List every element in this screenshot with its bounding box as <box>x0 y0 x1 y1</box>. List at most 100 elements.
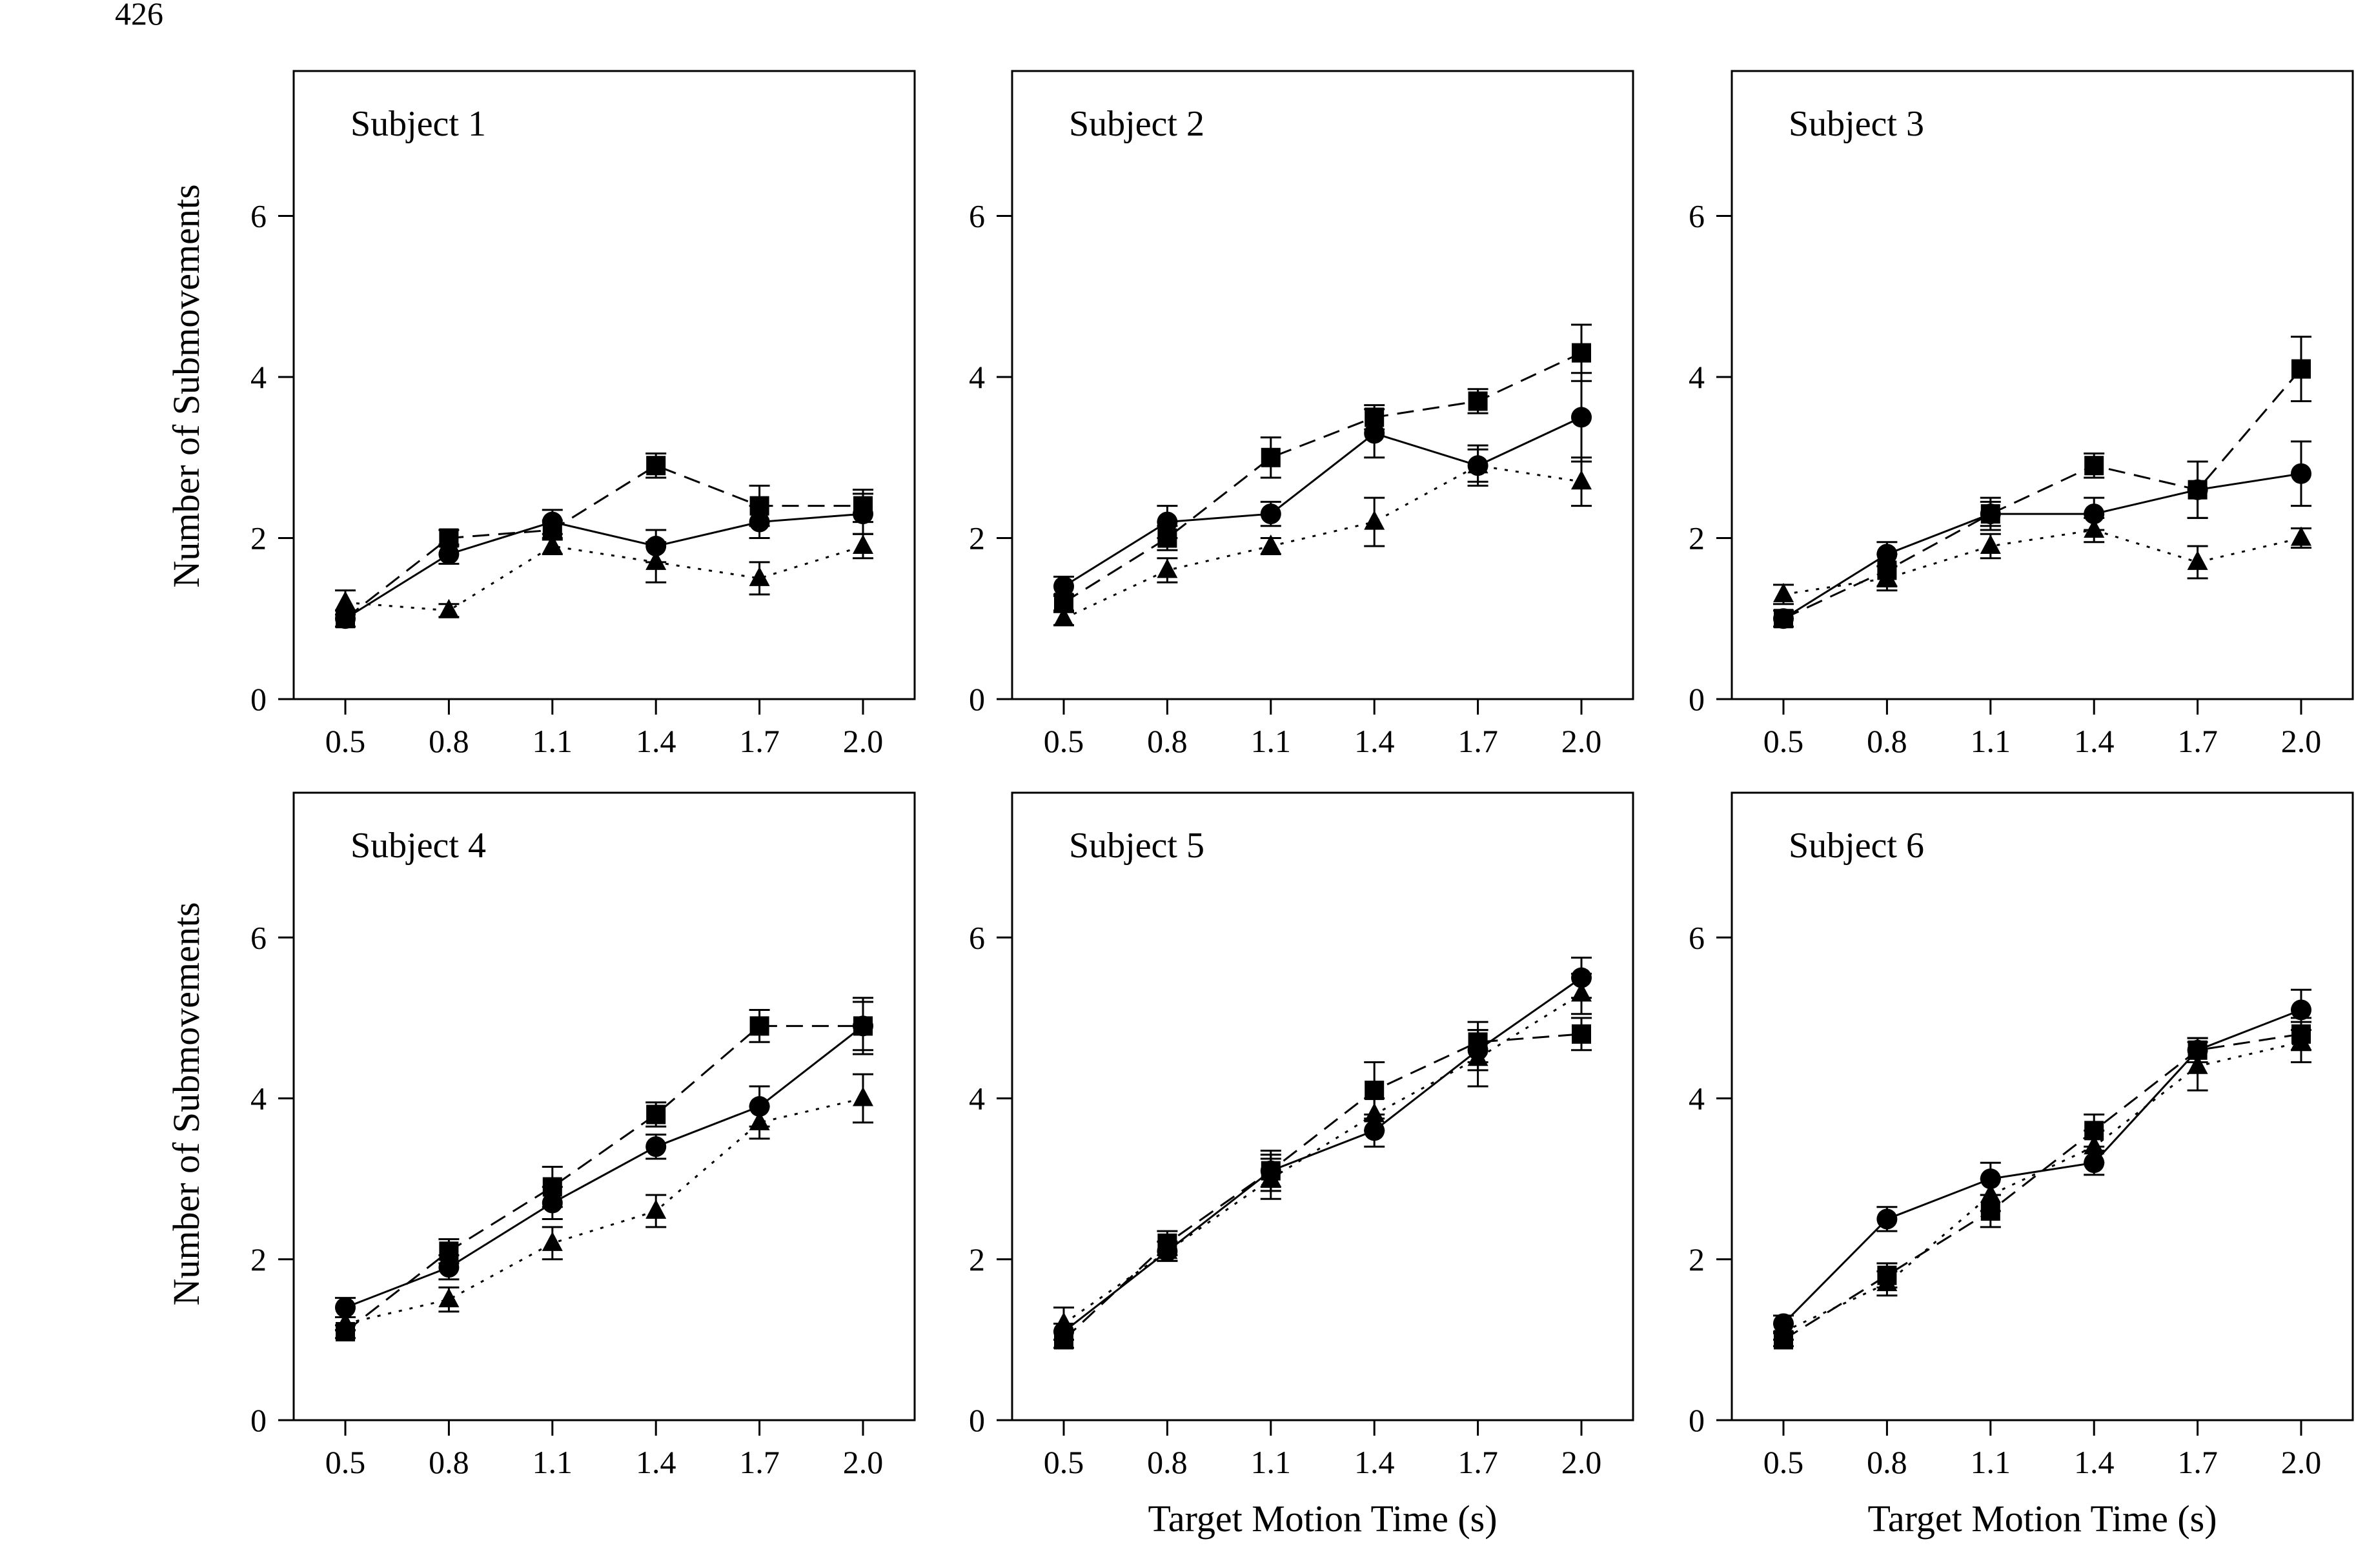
x-tick-label: 0.8 <box>429 723 469 759</box>
series-circle <box>1773 988 2311 1334</box>
series-triangle <box>335 533 873 618</box>
y-tick-label: 6 <box>1689 919 1705 955</box>
data-point-triangle <box>1364 1103 1385 1123</box>
y-tick-label: 0 <box>1689 1402 1705 1438</box>
data-point-triangle <box>1364 510 1385 530</box>
data-point-circle <box>1571 407 1592 428</box>
data-point-triangle <box>1773 582 1794 602</box>
data-point-triangle <box>853 1086 873 1106</box>
x-tick-label: 0.5 <box>1044 723 1084 759</box>
data-point-triangle <box>1773 1319 1794 1339</box>
data-point-triangle <box>1157 1239 1178 1259</box>
x-tick-label: 1.7 <box>2177 723 2218 759</box>
data-point-triangle <box>1467 454 1488 474</box>
y-tick-label: 4 <box>250 359 267 395</box>
series-square <box>1773 336 2311 629</box>
series-line-dashed <box>345 464 863 620</box>
series-circle <box>1053 956 1592 1342</box>
data-point-square <box>542 1177 562 1197</box>
x-tick-label: 2.0 <box>1561 723 1602 759</box>
data-point-triangle <box>438 598 460 618</box>
data-point-square <box>853 1016 873 1036</box>
data-point-triangle <box>1260 534 1281 554</box>
x-tick-label: 0.8 <box>1867 723 1907 759</box>
series-line-solid <box>1063 416 1582 587</box>
x-tick-label: 0.8 <box>429 1444 469 1480</box>
x-tick-label: 2.0 <box>843 723 884 759</box>
x-tick-label: 0.8 <box>1867 1444 1907 1480</box>
data-point-triangle <box>2187 550 2208 570</box>
data-point-square <box>1572 343 1591 363</box>
x-tick-label: 1.1 <box>1971 723 2011 759</box>
series-square <box>1053 1017 1592 1350</box>
series-circle <box>335 493 873 629</box>
x-tick-label: 1.4 <box>1354 1444 1395 1480</box>
data-point-triangle <box>1053 1312 1074 1332</box>
x-tick-label: 0.8 <box>1147 1444 1188 1480</box>
y-tick-label: 6 <box>250 919 267 955</box>
series-line-dotted <box>345 545 864 612</box>
data-point-square <box>1774 609 1793 629</box>
y-tick-label: 6 <box>250 198 267 234</box>
y-tick-label: 2 <box>969 1241 985 1278</box>
y-tick-label: 2 <box>250 1241 267 1278</box>
y-tick-label: 4 <box>969 359 985 395</box>
y-tick-label: 6 <box>1689 198 1705 234</box>
series-line-dotted <box>1783 1041 2302 1333</box>
x-tick-label: 0.5 <box>325 1444 366 1480</box>
x-tick-label: 1.1 <box>1251 1444 1292 1480</box>
panel-3: 0 2 4 6 0.5 0.8 1.1 1.4 1.7 2.0 Subject 3 <box>1689 70 2354 759</box>
series-line-dotted <box>345 1097 864 1325</box>
x-tick-label: 2.0 <box>2281 1444 2322 1480</box>
x-tick-label: 2.0 <box>2281 723 2322 759</box>
data-point-triangle <box>1467 1046 1488 1066</box>
data-point-triangle <box>2291 1030 2311 1050</box>
data-point-triangle <box>335 1312 356 1332</box>
panel-title: Subject 2 <box>1069 104 1204 144</box>
x-tick-label: 1.7 <box>739 723 780 759</box>
y-tick-label: 2 <box>1689 1241 1705 1278</box>
y-tick-label: 2 <box>1689 520 1705 556</box>
data-point-circle <box>2084 504 2105 525</box>
data-point-square <box>1572 1024 1591 1044</box>
data-point-triangle <box>2084 518 2105 538</box>
series-triangle <box>1773 516 2311 606</box>
data-point-circle <box>335 1297 356 1318</box>
panel-frame <box>1011 70 1634 700</box>
data-point-square <box>1980 504 2000 524</box>
x-tick-label: 0.8 <box>1147 723 1188 759</box>
y-tick-label: 0 <box>250 1402 267 1438</box>
data-point-circle <box>438 1257 460 1278</box>
data-point-square <box>646 456 666 476</box>
data-point-triangle <box>1053 607 1074 627</box>
series-line-dotted <box>1063 464 1582 620</box>
x-tick-label: 2.0 <box>1561 1444 1602 1480</box>
panel-title: Subject 4 <box>350 826 486 866</box>
y-tick-label: 0 <box>969 681 985 717</box>
series-line-dashed <box>1783 368 2302 620</box>
data-point-square <box>1157 528 1177 548</box>
data-point-triangle <box>645 550 667 570</box>
x-tick-label: 1.4 <box>636 723 676 759</box>
series-line-dashed <box>1783 1033 2302 1341</box>
data-point-circle <box>1053 576 1074 597</box>
data-point-triangle <box>542 534 563 554</box>
y-tick-label: 2 <box>250 520 267 556</box>
y-tick-label: 0 <box>250 681 267 717</box>
series-circle <box>335 1001 873 1318</box>
x-tick-label: 0.5 <box>325 723 366 759</box>
data-point-circle <box>2291 463 2311 484</box>
x-axis-label: Target Motion Time (s) <box>1867 1498 2217 1540</box>
x-tick-label: 1.1 <box>533 723 573 759</box>
series-line-dashed <box>345 1024 863 1333</box>
data-point-triangle <box>853 534 873 554</box>
x-tick-label: 1.4 <box>2074 1444 2115 1480</box>
y-tick-label: 4 <box>1689 359 1705 395</box>
series-line-solid <box>345 513 864 620</box>
series-line-dotted <box>1783 529 2302 596</box>
data-point-circle <box>1157 511 1178 533</box>
x-tick-label: 1.1 <box>1971 1444 2011 1480</box>
series-triangle <box>335 1073 873 1332</box>
data-point-triangle <box>438 1288 460 1308</box>
panel-frame <box>1731 791 2354 1421</box>
